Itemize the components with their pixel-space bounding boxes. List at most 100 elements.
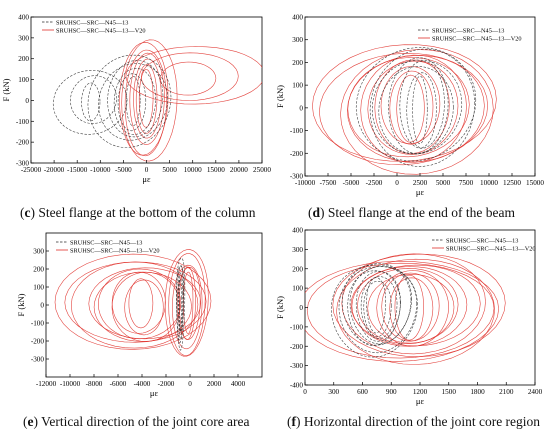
series-line-n45-13-v20: [357, 268, 459, 345]
x-tick-label: 0: [303, 388, 307, 396]
x-axis-label: με: [416, 396, 425, 406]
y-tick-label: -100: [290, 127, 304, 135]
series-line-n45-13-v20: [164, 249, 209, 357]
x-tick-label: -2500: [366, 179, 383, 187]
series-line-n45-13-v20: [396, 74, 425, 143]
chart-c: -25000 -20000 -15000 -10000 -5000 0 5000 10000 1…: [1, 14, 271, 185]
x-tick-label: 15000: [207, 166, 225, 174]
chart-f: 0 300 600 900 1200 1500 1800 2100 2400 -400 -300 -2…: [275, 227, 543, 407]
x-tick-label: -5000: [343, 179, 360, 187]
y-tick-label: 300: [292, 246, 303, 254]
legend-label: SRUHSC—SRC—N45—13: [70, 240, 142, 247]
x-tick-label: 2000: [207, 380, 222, 388]
series-line-n45-13-v20: [160, 61, 217, 96]
series-line-n45-13-v20: [119, 42, 169, 156]
series-line-n45-13-v20: [70, 261, 199, 349]
y-tick-label: -100: [290, 323, 304, 331]
y-tick-label: 300: [18, 34, 29, 42]
y-tick-label: 200: [33, 266, 44, 274]
caption-f: (f) Horizontal direction of the joint co…: [287, 414, 541, 429]
y-tick-label: -100: [16, 118, 30, 126]
plot-frame: [45, 232, 263, 378]
caption-c: (c) Steel flange at the bottom of the co…: [20, 205, 256, 220]
series-line-n45-13-v20: [125, 46, 262, 105]
series-line-n45-13: [52, 70, 128, 135]
x-axis-label: με: [142, 174, 151, 184]
y-tick-label: -200: [16, 139, 30, 147]
series-line-n45-13: [347, 270, 401, 347]
series-line-n45-13: [81, 82, 101, 122]
series-line-n45-13: [388, 57, 449, 155]
x-tick-label: 2100: [499, 388, 514, 396]
series-line-n45-13-v20: [336, 258, 495, 365]
legend-label: SRUHSC—SRC—N45—13—V20: [432, 36, 522, 43]
series-line-n45-13-v20: [133, 58, 162, 139]
series-line-n45-13-v20: [306, 262, 495, 359]
y-tick-label: -100: [31, 320, 45, 328]
y-tick-label: -200: [290, 343, 304, 351]
y-tick-label: 300: [33, 248, 44, 256]
y-tick-label: 200: [292, 265, 303, 273]
y-tick-label: 400: [292, 14, 303, 22]
series-line-n45-13-v20: [168, 253, 206, 356]
series-line-n45-13: [355, 271, 401, 342]
y-tick-label: 200: [18, 55, 29, 63]
x-tick-label: 20000: [230, 166, 248, 174]
y-tick-label: 0: [299, 104, 303, 112]
series-line-n45-13: [107, 60, 164, 138]
caption-c-text: Steel flange at the bottom of the column: [35, 205, 256, 220]
x-tick-label: -20000: [44, 166, 65, 174]
y-axis-label: F (kN): [275, 296, 285, 319]
series-line-n45-13-v20: [64, 261, 207, 343]
caption-e-letter: e: [27, 414, 34, 429]
series-line-n45-13: [360, 276, 398, 340]
x-axis-label: με: [416, 187, 425, 197]
plot-frame: [304, 229, 536, 386]
hysteresis-curves: [305, 253, 506, 365]
series-line-n45-13-v20: [340, 49, 494, 175]
series-line-n45-13: [176, 257, 186, 351]
y-tick-label: 200: [292, 59, 303, 67]
hysteresis-curves: [52, 39, 262, 162]
series-line-n45-13-v20: [97, 268, 182, 340]
y-axis-label: F (kN): [16, 293, 26, 316]
x-axis-label: με: [150, 388, 159, 398]
x-tick-label: -4000: [134, 380, 151, 388]
series-line-n45-13: [366, 277, 386, 334]
series-line-n45-13-v20: [318, 52, 488, 166]
series-line-n45-13: [178, 278, 182, 333]
x-tick-label: -12000: [36, 380, 57, 388]
x-tick-label: -25000: [21, 166, 42, 174]
x-tick-label: 5000: [436, 179, 451, 187]
x-tick-label: -8000: [86, 380, 103, 388]
series-line-n45-13: [338, 266, 418, 354]
series-line-n45-13-v20: [350, 264, 481, 347]
series-line-n45-13-v20: [124, 49, 167, 157]
y-tick-label: -300: [290, 173, 304, 181]
x-tick-label: -5000: [115, 166, 132, 174]
series-line-n45-13-v20: [128, 278, 154, 329]
legend-label: SRUHSC—SRC—N45—13—V20: [56, 28, 146, 35]
x-tick-label: 15000: [526, 179, 544, 187]
y-tick-label: -200: [290, 150, 304, 158]
series-line-n45-13: [113, 67, 156, 135]
legend-label: SRUHSC—SRC—N45—13—V20: [446, 246, 536, 253]
series-line-n45-13-v20: [305, 260, 499, 362]
series-line-n45-13: [349, 266, 412, 345]
y-tick-label: 100: [18, 76, 29, 84]
series-line-n45-13: [117, 73, 147, 132]
chart-e: -12000 -10000 -8000 -6000 -4000 -2000 0 2000 400…: [16, 232, 263, 398]
x-tick-label: -7500: [320, 179, 337, 187]
y-tick-label: 100: [292, 82, 303, 90]
x-tick-label: -15000: [67, 166, 88, 174]
legend-label: SRUHSC—SRC—N45—13: [56, 20, 128, 27]
x-tick-label: 5000: [162, 166, 177, 174]
caption-d-text: Steel flange at the end of the beam: [324, 205, 515, 220]
series-line-n45-13-v20: [376, 270, 449, 347]
legend-label: SRUHSC—SRC—N45—13: [446, 238, 518, 245]
y-axis-label: F (kN): [275, 85, 285, 108]
x-tick-label: 10000: [480, 179, 498, 187]
